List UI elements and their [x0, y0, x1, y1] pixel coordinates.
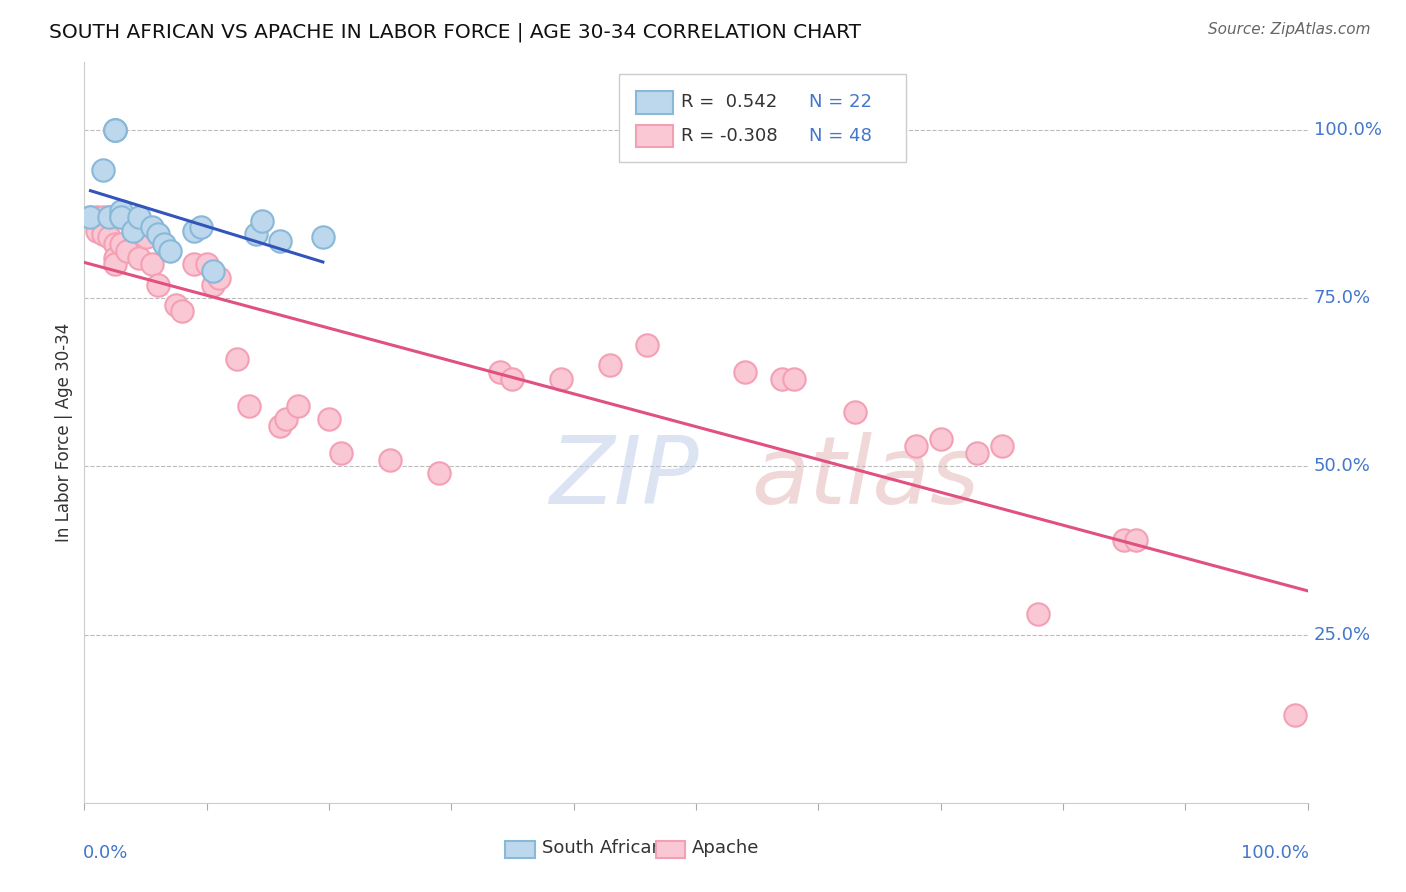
- Point: [502, 372, 524, 386]
- Point: [146, 227, 169, 241]
- Text: N = 48: N = 48: [808, 127, 872, 145]
- Point: [104, 122, 127, 136]
- Point: [245, 227, 267, 241]
- Point: [135, 230, 157, 244]
- Point: [183, 257, 205, 271]
- Point: [104, 237, 127, 252]
- Text: 50.0%: 50.0%: [1313, 458, 1371, 475]
- Point: [991, 439, 1014, 453]
- Point: [104, 122, 127, 136]
- Point: [110, 211, 132, 225]
- Point: [86, 224, 108, 238]
- Point: [1284, 708, 1306, 723]
- Point: [91, 211, 114, 225]
- Text: South Africans: South Africans: [541, 839, 672, 857]
- Point: [190, 220, 212, 235]
- Text: ZIP: ZIP: [550, 432, 699, 523]
- Y-axis label: In Labor Force | Age 30-34: In Labor Force | Age 30-34: [55, 323, 73, 542]
- Point: [91, 163, 114, 178]
- Point: [97, 211, 120, 225]
- Point: [208, 270, 231, 285]
- Text: SOUTH AFRICAN VS APACHE IN LABOR FORCE | AGE 30-34 CORRELATION CHART: SOUTH AFRICAN VS APACHE IN LABOR FORCE |…: [49, 22, 862, 42]
- Point: [141, 220, 163, 235]
- Point: [97, 230, 120, 244]
- Point: [183, 224, 205, 238]
- Point: [966, 446, 988, 460]
- Point: [380, 452, 402, 467]
- Point: [269, 418, 291, 433]
- Text: R = -0.308: R = -0.308: [682, 127, 778, 145]
- Point: [128, 211, 150, 225]
- Point: [1028, 607, 1050, 622]
- Point: [115, 244, 138, 258]
- Point: [110, 237, 132, 252]
- Text: 0.0%: 0.0%: [83, 844, 128, 862]
- FancyBboxPatch shape: [655, 840, 685, 858]
- Point: [226, 351, 249, 366]
- Point: [1114, 533, 1136, 548]
- FancyBboxPatch shape: [619, 73, 907, 162]
- FancyBboxPatch shape: [505, 840, 534, 858]
- Point: [734, 365, 756, 379]
- Point: [312, 230, 335, 244]
- FancyBboxPatch shape: [636, 125, 672, 147]
- Text: 100.0%: 100.0%: [1241, 844, 1309, 862]
- Point: [783, 372, 806, 386]
- Text: Source: ZipAtlas.com: Source: ZipAtlas.com: [1208, 22, 1371, 37]
- Text: 25.0%: 25.0%: [1313, 625, 1371, 643]
- Point: [97, 211, 120, 225]
- Point: [427, 466, 450, 480]
- Text: 75.0%: 75.0%: [1313, 289, 1371, 307]
- Point: [79, 211, 101, 225]
- Point: [489, 365, 512, 379]
- Point: [122, 224, 145, 238]
- Point: [128, 251, 150, 265]
- Text: 100.0%: 100.0%: [1313, 120, 1382, 139]
- Point: [86, 211, 108, 225]
- Point: [104, 251, 127, 265]
- Point: [79, 211, 101, 225]
- Point: [104, 257, 127, 271]
- Point: [201, 264, 224, 278]
- Point: [287, 399, 309, 413]
- Point: [201, 277, 224, 292]
- Point: [844, 405, 866, 419]
- Point: [905, 439, 928, 453]
- Point: [165, 298, 187, 312]
- Text: Apache: Apache: [692, 839, 759, 857]
- Point: [159, 244, 181, 258]
- Point: [110, 211, 132, 225]
- Point: [599, 359, 621, 373]
- Point: [929, 433, 952, 447]
- Point: [250, 213, 273, 227]
- Point: [269, 234, 291, 248]
- Point: [195, 257, 218, 271]
- Point: [238, 399, 260, 413]
- Point: [1125, 533, 1147, 548]
- FancyBboxPatch shape: [636, 91, 672, 113]
- Point: [153, 237, 176, 252]
- Point: [110, 203, 132, 218]
- Point: [276, 412, 298, 426]
- Point: [104, 122, 127, 136]
- Point: [141, 257, 163, 271]
- Point: [91, 227, 114, 241]
- Text: N = 22: N = 22: [808, 94, 872, 112]
- Point: [172, 304, 194, 318]
- Text: R =  0.542: R = 0.542: [682, 94, 778, 112]
- Point: [146, 277, 169, 292]
- Point: [318, 412, 340, 426]
- Text: atlas: atlas: [751, 432, 979, 523]
- Point: [550, 372, 572, 386]
- Point: [636, 338, 658, 352]
- Point: [330, 446, 353, 460]
- Point: [770, 372, 793, 386]
